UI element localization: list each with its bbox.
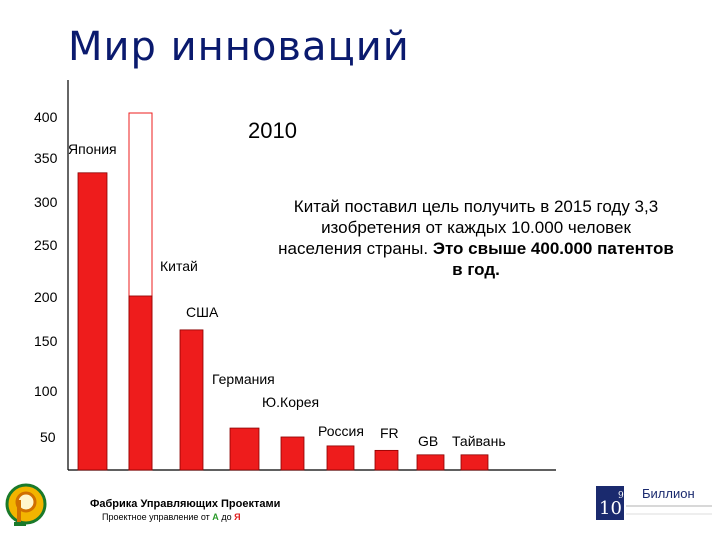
footer-subtitle: Проектное управление от А до Я — [102, 512, 241, 522]
y-tick-label: 50 — [40, 429, 56, 445]
note-line-3: населения страны. Это свыше 400.000 пате… — [236, 238, 716, 259]
category-label: Ю.Корея — [262, 394, 319, 410]
y-tick-label: 350 — [34, 150, 58, 166]
category-label: GB — [418, 433, 438, 449]
note-line-3-normal: населения страны. — [278, 239, 429, 258]
category-label: Россия — [318, 423, 364, 439]
china-goal-note: Китай поставил цель получить в 2015 году… — [236, 196, 716, 280]
footer-sub-a: А — [212, 512, 219, 522]
y-tick-labels: 50 100 150 200 250 300 350 400 — [34, 109, 58, 445]
y-tick-label: 250 — [34, 237, 58, 253]
category-label: Китай — [160, 258, 198, 274]
billion-logo-text: Биллион — [642, 486, 695, 501]
note-line-4: в год. — [236, 259, 716, 280]
category-label: Тайвань — [452, 433, 506, 449]
bars — [77, 112, 489, 471]
y-tick-label: 150 — [34, 333, 58, 349]
y-tick-label: 200 — [34, 289, 58, 305]
footer-sub-mid: до — [221, 512, 232, 522]
category-label: Германия — [212, 371, 275, 387]
bar-8 — [416, 454, 445, 471]
bar-4 — [229, 427, 260, 471]
y-tick-label: 400 — [34, 109, 58, 125]
bar-3 — [179, 329, 204, 471]
note-line-2: изобретения от каждых 10.000 человек — [321, 218, 631, 237]
bar-5 — [280, 436, 305, 471]
footer-sub-ya: Я — [234, 512, 241, 522]
page-title: Мир инноваций — [68, 24, 410, 70]
bar-7 — [374, 449, 399, 471]
bar-2 — [128, 295, 153, 471]
footer-brand: Фабрика Управляющих Проектами — [90, 498, 281, 510]
category-label: FR — [380, 425, 399, 441]
category-label: США — [186, 304, 219, 320]
bar-1 — [77, 172, 108, 471]
factory-logo-icon — [5, 483, 47, 526]
y-tick-label: 100 — [34, 383, 58, 399]
note-line-4-bold: в год. — [452, 260, 500, 279]
bar-9 — [460, 454, 489, 471]
billion-logo-icon: 10 9 — [596, 486, 712, 520]
y-tick-label: 300 — [34, 194, 58, 210]
bar-6 — [326, 445, 355, 471]
note-line-1: Китай поставил цель получить в 2015 году… — [293, 197, 659, 216]
category-labels: Япония Китай США Германия Ю.Корея Россия FR GB Т… — [68, 141, 506, 449]
note-line-3-bold: Это свыше 400.000 патентов — [432, 239, 674, 258]
year-label: 2010 — [248, 118, 297, 143]
billion-logo-sup: 9 — [618, 491, 624, 501]
category-label: Япония — [68, 141, 117, 157]
footer-sub-prefix: Проектное управление от — [102, 512, 210, 522]
billion-logo-number: 10 — [599, 498, 622, 519]
